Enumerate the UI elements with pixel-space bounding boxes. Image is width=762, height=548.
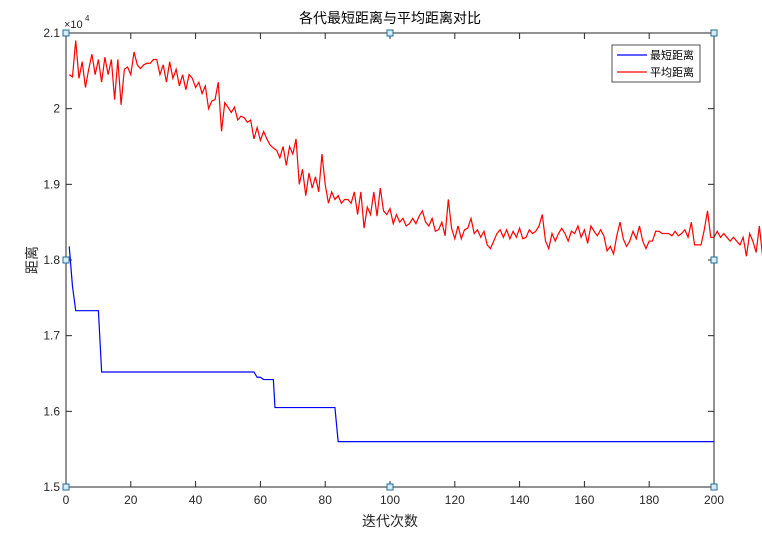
legend-label-average: 平均距离 xyxy=(650,65,694,79)
plot-background xyxy=(66,33,714,487)
resize-handle[interactable] xyxy=(386,483,394,491)
x-tick-label: 80 xyxy=(319,493,333,507)
x-tick-label: 40 xyxy=(189,493,203,507)
x-tick-label: 140 xyxy=(510,493,530,507)
x-tick-label: 180 xyxy=(639,493,659,507)
x-tick-label: 200 xyxy=(704,493,724,507)
resize-handle[interactable] xyxy=(62,29,70,37)
x-tick-label: 120 xyxy=(445,493,465,507)
resize-handle[interactable] xyxy=(62,256,70,264)
series-layer xyxy=(68,40,762,443)
x-axis-label: 迭代次数 xyxy=(362,514,418,530)
legend[interactable]: 最短距离 平均距离 xyxy=(611,44,701,83)
resize-handle[interactable] xyxy=(710,483,718,491)
x-tick-label: 100 xyxy=(380,493,400,507)
y-tick-label: 1.9 xyxy=(43,177,60,191)
y-axis-label: 距离 xyxy=(24,246,41,274)
y-tick-label: 1.5 xyxy=(43,480,60,494)
resize-handle[interactable] xyxy=(710,256,718,264)
resize-handle[interactable] xyxy=(710,29,718,37)
series-line-shortest xyxy=(68,246,714,443)
y-tick-label: 2.1 xyxy=(43,26,60,40)
legend-label-shortest: 最短距离 xyxy=(650,48,694,62)
selection-handles xyxy=(62,29,718,491)
x-tick-label: 60 xyxy=(254,493,268,507)
y-axis-exponent-power: 4 xyxy=(85,14,90,23)
resize-handle[interactable] xyxy=(62,483,70,491)
x-tick-label: 20 xyxy=(124,493,138,507)
series-line-average xyxy=(68,40,762,257)
y-tick-label: 1.7 xyxy=(43,329,60,343)
y-tick-label: 1.8 xyxy=(43,253,60,267)
x-tick-label: 160 xyxy=(574,493,594,507)
y-axis: 1.5 1.6 1.7 1.8 1.9 2 2.1 xyxy=(43,26,714,494)
chart-title: 各代最短距离与平均距离对比 xyxy=(299,10,481,27)
y-tick-label: 1.6 xyxy=(43,404,60,418)
x-tick-label: 0 xyxy=(63,493,70,507)
legend-box xyxy=(611,44,701,83)
x-axis: 0 20 40 60 80 100 120 140 160 180 200 xyxy=(63,33,724,507)
resize-handle[interactable] xyxy=(386,29,394,37)
y-tick-label: 2 xyxy=(53,102,60,116)
y-axis-exponent-base: ×10 xyxy=(64,19,83,31)
